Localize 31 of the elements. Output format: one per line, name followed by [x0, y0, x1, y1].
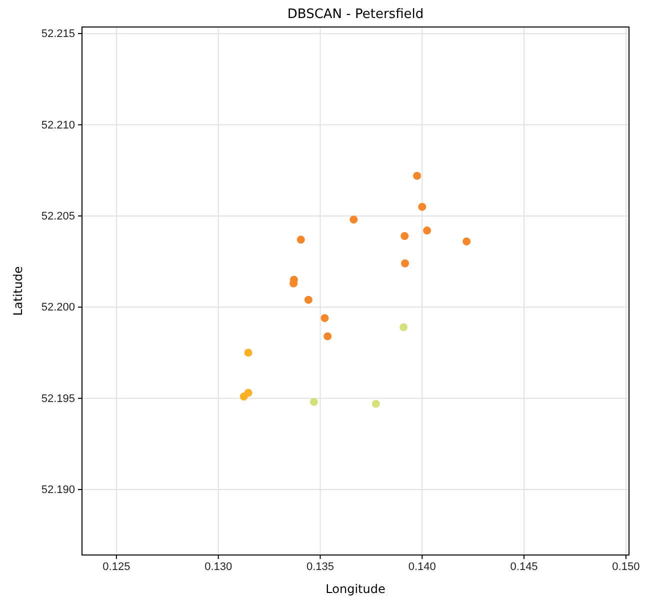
- point: [240, 392, 248, 400]
- point: [400, 323, 408, 332]
- point: [296, 236, 305, 244]
- chart-title: DBSCAN - Petersfield: [287, 7, 424, 22]
- x-tick-label: 0.125: [102, 560, 130, 573]
- point: [401, 259, 410, 268]
- y-tick-label: 52.210: [41, 119, 75, 132]
- x-tick-label: 0.145: [510, 560, 538, 573]
- point: [462, 238, 471, 246]
- point: [418, 202, 426, 211]
- x-tick-label: 0.135: [306, 560, 334, 573]
- x-axis-title: Longitude: [326, 582, 386, 596]
- point: [320, 314, 329, 322]
- point: [304, 296, 312, 304]
- y-tick-label: 52.190: [41, 484, 75, 496]
- point: [324, 332, 332, 340]
- point: [413, 172, 422, 180]
- y-axis-title: Latitude: [11, 266, 25, 316]
- point: [350, 216, 358, 224]
- x-tick-label: 0.130: [204, 560, 232, 573]
- x-tick-label: 0.140: [408, 560, 436, 573]
- y-tick-label: 52.200: [41, 302, 75, 314]
- x-tick-label: 0.150: [612, 560, 640, 573]
- point: [372, 400, 380, 408]
- point: [244, 348, 252, 357]
- y-tick-label: 52.195: [41, 392, 75, 405]
- point: [400, 232, 409, 240]
- point: [310, 398, 318, 406]
- y-tick-label: 52.215: [41, 28, 75, 40]
- y-tick-label: 52.205: [41, 210, 75, 222]
- point: [423, 226, 432, 235]
